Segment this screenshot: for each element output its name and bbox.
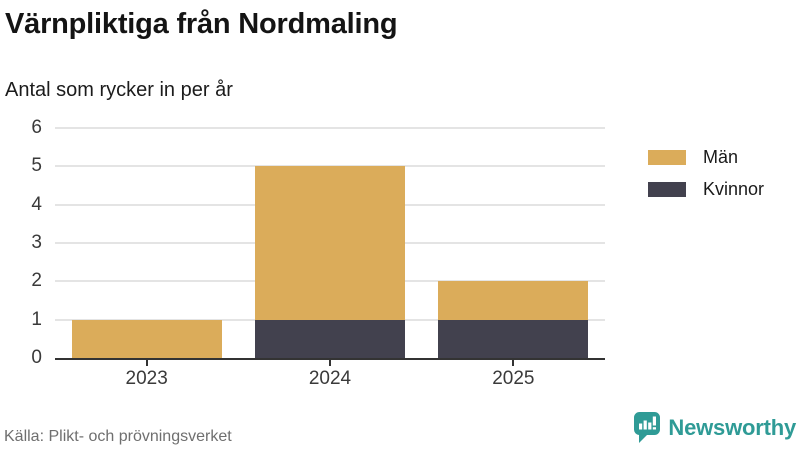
legend-item-kvinnor: Kvinnor — [648, 179, 764, 200]
gridline-5 — [55, 165, 605, 168]
legend-swatch-man — [648, 150, 686, 165]
x-tick-label-2024: 2024 — [308, 368, 352, 389]
legend-swatch-kvinnor — [648, 182, 686, 197]
x-tick-label-2023: 2023 — [125, 368, 168, 389]
legend-label-man: Män — [703, 147, 739, 167]
y-tick-label-2: 2 — [31, 270, 42, 292]
y-tick-label-6: 6 — [31, 117, 42, 138]
x-tick-2024 — [329, 360, 331, 366]
y-tick-label-1: 1 — [31, 308, 42, 330]
y-tick-label-5: 5 — [31, 155, 42, 177]
legend-item-man: Män — [648, 147, 764, 168]
chart-subtitle: Antal som rycker in per år — [5, 79, 233, 101]
x-tick-label-2025: 2025 — [492, 368, 535, 389]
legend: Män Kvinnor — [648, 147, 764, 211]
source-caption: Källa: Plikt- och prövningsverket — [4, 428, 232, 445]
bar-2024-Män — [255, 166, 405, 320]
bar-2023-Män — [71, 319, 222, 358]
newsworthy-wordmark: Newsworthy — [668, 414, 796, 440]
newsworthy-icon — [633, 411, 661, 444]
y-tick-label-0: 0 — [31, 347, 42, 368]
bar-2024-Kvinnor — [255, 319, 405, 358]
legend-label-kvinnor: Kvinnor — [703, 179, 765, 199]
plot-area — [55, 127, 605, 360]
y-tick-label-4: 4 — [31, 193, 42, 215]
chart-title: Värnpliktiga från Nordmaling — [5, 8, 398, 40]
gridline-6 — [55, 127, 605, 129]
bar-2025-Män — [438, 281, 589, 320]
x-tick-2025 — [512, 360, 515, 366]
newsworthy-logo: Newsworthy — [633, 411, 796, 444]
x-tick-2023 — [145, 360, 148, 366]
bar-2025-Kvinnor — [438, 319, 589, 358]
y-tick-label-3: 3 — [31, 232, 42, 253]
